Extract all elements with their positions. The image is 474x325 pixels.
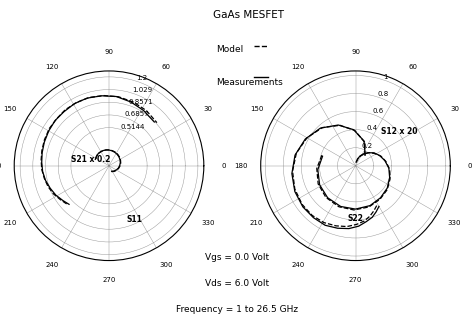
- Text: Measurements: Measurements: [216, 78, 283, 87]
- Text: S21 x 0.2: S21 x 0.2: [71, 155, 110, 164]
- Text: S22: S22: [347, 214, 364, 223]
- Text: Model: Model: [216, 46, 243, 55]
- Text: Vds = 6.0 Volt: Vds = 6.0 Volt: [205, 280, 269, 289]
- Text: Vgs = 0.0 Volt: Vgs = 0.0 Volt: [205, 254, 269, 263]
- Text: S11: S11: [126, 215, 142, 224]
- Text: GaAs MESFET: GaAs MESFET: [213, 10, 284, 20]
- Text: Frequency = 1 to 26.5 GHz: Frequency = 1 to 26.5 GHz: [176, 306, 298, 315]
- Text: S12 x 20: S12 x 20: [382, 127, 418, 136]
